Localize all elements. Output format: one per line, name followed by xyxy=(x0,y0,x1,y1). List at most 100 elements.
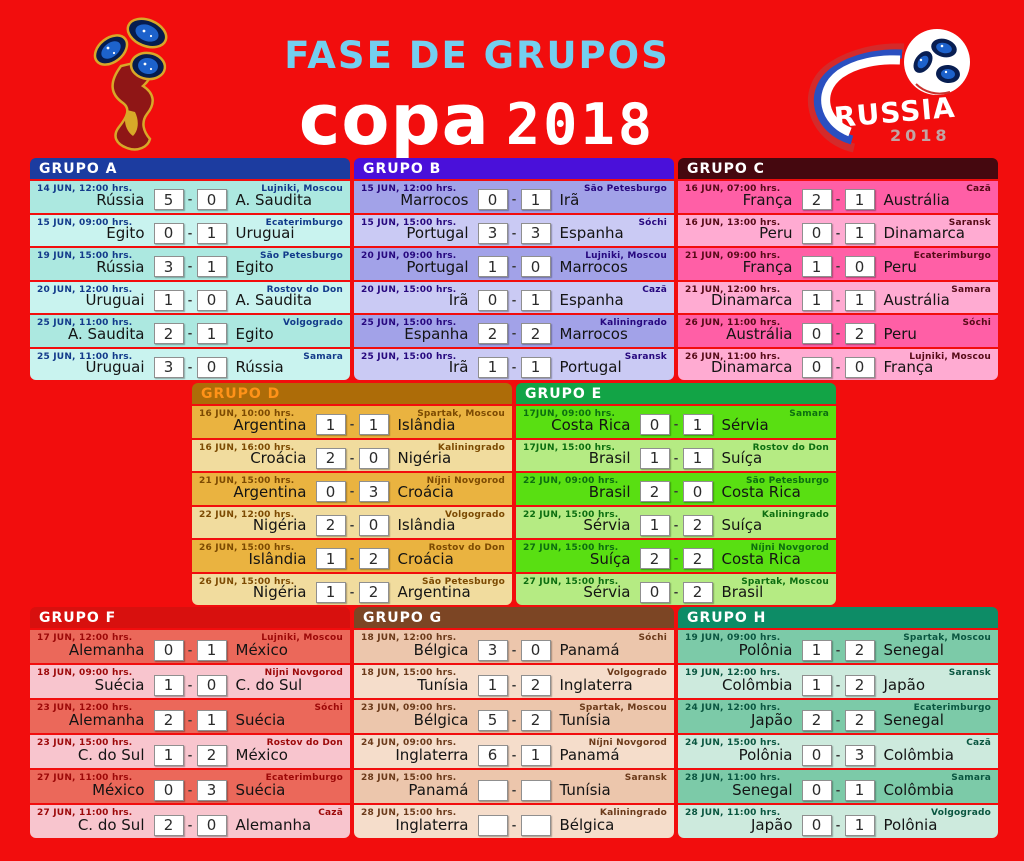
home-team: Peru xyxy=(759,224,793,242)
match-datetime: 21 JUN, 12:00 hrs. xyxy=(685,284,781,295)
match-datetime: 14 JUN, 12:00 hrs. xyxy=(37,184,133,194)
home-team: México xyxy=(92,781,145,799)
match-row: 21 JUN, 12:00 hrs. Samara Dinamarca 1 - … xyxy=(678,281,998,313)
match-line: Panamá - Tunísia xyxy=(354,779,674,801)
home-team: Japão xyxy=(750,711,793,729)
home-score-box: 2 xyxy=(639,548,670,569)
match-row: 17JUN, 15:00 hrs. Rostov do Don Brasil 1… xyxy=(516,439,836,471)
away-team: Polônia xyxy=(883,816,938,834)
score-dash: - xyxy=(187,748,193,762)
match-datetime: 23 JUN, 15:00 hrs. xyxy=(37,738,133,748)
match-row: 23 JUN, 15:00 hrs. Rostov do Don C. do S… xyxy=(30,735,350,768)
match-datetime: 23 JUN, 09:00 hrs. xyxy=(361,703,457,713)
match-line: Inglaterra - Bélgica xyxy=(354,814,674,836)
score-dash: - xyxy=(511,260,517,273)
home-team: Argentina xyxy=(233,415,307,434)
match-line: Argentina 1 - 1 Islândia xyxy=(192,414,512,436)
match-line: Japão 2 - 2 Senegal xyxy=(678,709,998,731)
match-row: 19 JUN, 15:00 hrs. São Petesburgo Rússia… xyxy=(30,248,350,280)
away-score-box: 0 xyxy=(844,256,875,277)
match-line: Bélgica 3 - 0 Panamá xyxy=(354,639,674,661)
match-datetime: 18 JUN, 15:00 hrs. xyxy=(361,668,457,678)
score-dash: - xyxy=(187,783,193,797)
away-score-box: 3 xyxy=(520,222,551,244)
home-score-box: 1 xyxy=(315,414,346,435)
match-row: 24 JUN, 09:00 hrs. Níjni Novgorod Inglat… xyxy=(354,735,674,768)
match-venue: Spartak, Moscou xyxy=(741,576,829,587)
group-panel-e: GRUPO E 17JUN, 09:00 hrs. Samara Costa R… xyxy=(516,383,836,605)
home-score-box: 2 xyxy=(153,814,184,836)
score-dash: - xyxy=(835,748,841,762)
match-line: França 2 - 1 Austrália xyxy=(678,189,998,211)
match-row: 28 JUN, 11:00 hrs. Samara Senegal 0 - 1 … xyxy=(678,770,998,803)
match-line: Suíça 2 - 2 Costa Rica xyxy=(516,548,836,570)
home-team: Marrocos xyxy=(400,190,469,209)
match-row: 26 JUN, 11:00 hrs. Sóchi Austrália 0 - 2… xyxy=(678,315,998,347)
away-score-box: 0 xyxy=(196,189,227,210)
match-venue: Kaliningrado xyxy=(437,442,505,453)
away-team: Senegal xyxy=(883,641,944,659)
group-header: GRUPO D xyxy=(192,383,512,404)
home-score-box: 3 xyxy=(477,222,508,244)
away-team: Suécia xyxy=(235,711,286,729)
away-score-box: 0 xyxy=(196,289,227,311)
home-score-box: 1 xyxy=(315,581,346,603)
match-datetime: 19 JUN, 15:00 hrs. xyxy=(37,251,133,261)
away-score-box: 1 xyxy=(196,222,227,244)
group-panel-d: GRUPO D 16 JUN, 10:00 hrs. Spartak, Mosc… xyxy=(192,383,512,605)
home-team: Egito xyxy=(106,224,145,242)
match-datetime: 16 JUN, 16:00 hrs. xyxy=(199,442,295,453)
score-dash: - xyxy=(511,327,517,340)
score-dash: - xyxy=(835,783,841,797)
away-score-box: 2 xyxy=(682,581,713,603)
match-row: 19 JUN, 12:00 hrs. Saransk Colômbia 1 - … xyxy=(678,665,998,698)
russia-swoosh-ball-icon xyxy=(807,29,970,153)
score-dash: - xyxy=(673,485,679,498)
home-team: Irã xyxy=(448,358,469,376)
match-venue: Ecaterimburgo xyxy=(913,703,991,713)
match-venue: Níjni Novgorod xyxy=(426,476,505,486)
away-score-box: 0 xyxy=(358,514,389,536)
home-team: Brasil xyxy=(588,449,631,467)
match-row: 26 JUN, 15:00 hrs. São Petesburgo Nigéri… xyxy=(192,573,512,605)
match-datetime: 22 JUN, 12:00 hrs. xyxy=(199,509,295,520)
away-score-box: 1 xyxy=(358,414,389,435)
away-score-box: 2 xyxy=(844,323,875,344)
home-score-box: 0 xyxy=(801,222,832,244)
match-datetime: 28 JUN, 15:00 hrs. xyxy=(361,773,457,783)
home-score-box: 0 xyxy=(801,356,832,378)
away-team: Senegal xyxy=(883,711,944,729)
match-venue: Saransk xyxy=(948,668,991,678)
home-score-box: 3 xyxy=(153,256,184,277)
home-score-box: 2 xyxy=(153,323,184,344)
away-team: Islândia xyxy=(397,415,456,434)
match-row: 28 JUN, 15:00 hrs. Kaliningrado Inglater… xyxy=(354,805,674,838)
match-venue: Níjni Novgorod xyxy=(750,543,829,553)
match-row: 21 JUN, 09:00 hrs. Ecaterimburgo França … xyxy=(678,248,998,280)
match-line: Peru 0 - 1 Dinamarca xyxy=(678,222,998,244)
score-dash: - xyxy=(835,260,841,273)
home-team: Dinamarca xyxy=(711,291,793,309)
away-team: Egito xyxy=(235,257,274,276)
away-score-box: 1 xyxy=(520,356,551,378)
match-datetime: 16 JUN, 07:00 hrs. xyxy=(685,184,781,194)
home-score-box: 1 xyxy=(153,674,184,696)
match-datetime: 19 JUN, 09:00 hrs. xyxy=(685,633,781,643)
away-team: Panamá xyxy=(559,641,620,659)
away-score-box: 3 xyxy=(196,779,227,801)
match-venue: Cazã xyxy=(966,184,991,194)
home-score-box: 1 xyxy=(801,256,832,277)
world-cup-trophy-icon xyxy=(52,10,220,160)
match-line: Alemanha 0 - 1 México xyxy=(30,639,350,661)
away-team: Inglaterra xyxy=(559,676,633,694)
match-row: 14 JUN, 12:00 hrs. Lujniki, Moscou Rússi… xyxy=(30,181,350,213)
match-datetime: 26 JUN, 15:00 hrs. xyxy=(199,576,295,587)
match-datetime: 18 JUN, 12:00 hrs. xyxy=(361,633,457,643)
match-row: 27 JUN, 11:00 hrs. Ecaterimburgo México … xyxy=(30,770,350,803)
match-row: 26 JUN, 11:00 hrs. Lujniki, Moscou Dinam… xyxy=(678,348,998,380)
match-datetime: 28 JUN, 15:00 hrs. xyxy=(361,808,457,818)
match-line: Islândia 1 - 2 Croácia xyxy=(192,548,512,570)
score-dash: - xyxy=(187,713,193,727)
away-team: Suíça xyxy=(721,449,763,467)
